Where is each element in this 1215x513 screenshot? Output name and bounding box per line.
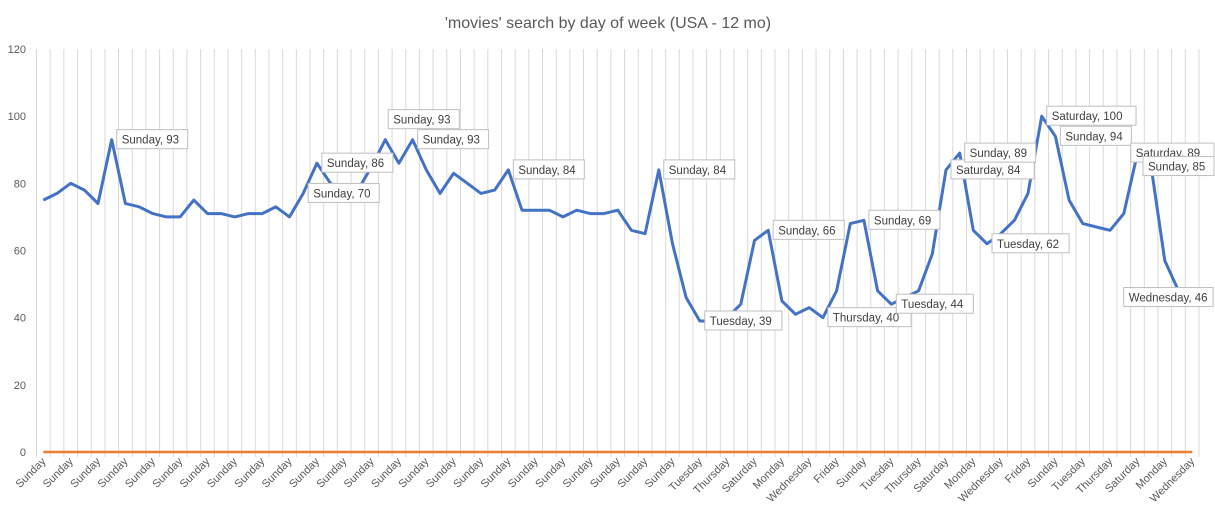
data-label-text: Tuesday, 39 <box>710 316 772 328</box>
data-label: Sunday, 94 <box>1059 125 1132 146</box>
data-label: Sunday, 89 <box>964 142 1037 163</box>
data-label-text: Saturday, 100 <box>1052 111 1123 123</box>
data-label-box <box>512 159 585 180</box>
data-label: Sunday, 93 <box>116 129 189 150</box>
data-label-box <box>663 159 736 180</box>
data-label: Sunday, 70 <box>307 182 380 203</box>
y-tick-label: 40 <box>14 313 26 325</box>
data-label-box <box>1142 156 1215 177</box>
data-label-text: Saturday, 84 <box>956 165 1021 177</box>
data-label-text: Sunday, 84 <box>518 165 576 177</box>
y-tick-label: 80 <box>14 178 26 190</box>
data-label: Sunday, 84 <box>512 159 585 180</box>
y-tick-label: 120 <box>8 44 26 56</box>
data-label-text: Wednesday, 46 <box>1129 293 1208 305</box>
data-label: Sunday, 84 <box>663 159 736 180</box>
data-label-text: Sunday, 66 <box>778 225 835 237</box>
data-label: Thursday, 40 <box>827 307 912 328</box>
data-label-box <box>991 233 1070 254</box>
data-label-text: Tuesday, 44 <box>901 299 964 311</box>
data-label: Wednesday, 46 <box>1123 287 1214 308</box>
data-label-box <box>772 219 845 240</box>
data-label-text: Sunday, 94 <box>1065 131 1123 143</box>
data-label-text: Sunday, 86 <box>327 158 384 170</box>
data-label-text: Tuesday, 62 <box>997 239 1059 251</box>
data-label: Sunday, 86 <box>321 152 394 173</box>
data-label-box <box>1059 125 1132 146</box>
data-label: Tuesday, 62 <box>991 233 1070 254</box>
y-axis: 0 20 40 60 80 100 120 <box>8 44 26 459</box>
data-label: Saturday, 100 <box>1046 105 1137 126</box>
data-label-box <box>116 129 189 150</box>
data-label: Sunday, 66 <box>772 219 845 240</box>
y-tick-label: 100 <box>8 111 26 123</box>
data-label: Tuesday, 39 <box>704 310 783 331</box>
data-label-box <box>895 293 974 314</box>
data-label: Sunday, 85 <box>1142 156 1215 177</box>
y-tick-label: 60 <box>14 246 26 258</box>
data-label-box <box>387 109 460 130</box>
data-label-box <box>964 142 1037 163</box>
data-label-text: Sunday, 84 <box>669 165 727 177</box>
data-label-box <box>1123 287 1214 308</box>
x-axis: SundaySundaySundaySundaySundaySundaySund… <box>14 455 1198 505</box>
data-label: Tuesday, 44 <box>895 293 974 314</box>
data-label-text: Sunday, 85 <box>1148 162 1205 174</box>
y-tick-label: 0 <box>20 447 26 459</box>
data-label-box <box>704 310 783 331</box>
data-labels: Sunday, 93 Sunday, 70 Sunday, 86 Sunday, 93… <box>116 105 1215 331</box>
data-label: Sunday, 93 <box>387 109 460 130</box>
data-label: Saturday, 84 <box>950 159 1035 180</box>
data-label-text: Sunday, 93 <box>122 135 179 147</box>
data-label-box <box>1046 105 1137 126</box>
data-label: Sunday, 69 <box>868 209 941 230</box>
data-label-text: Sunday, 70 <box>313 188 370 200</box>
data-label-box <box>321 152 394 173</box>
y-tick-label: 20 <box>14 380 26 392</box>
data-label-text: Sunday, 69 <box>874 215 931 227</box>
data-label-box <box>417 129 490 150</box>
data-label-text: Thursday, 40 <box>833 313 899 325</box>
data-label-box <box>827 307 912 328</box>
data-label-text: Sunday, 89 <box>970 148 1027 160</box>
data-label: Sunday, 93 <box>417 129 490 150</box>
data-label-box <box>307 182 380 203</box>
data-label-text: Sunday, 93 <box>423 135 480 147</box>
data-label-box <box>868 209 941 230</box>
chart-title: 'movies' search by day of week (USA - 12… <box>445 15 771 32</box>
data-label-text: Sunday, 93 <box>393 115 450 127</box>
